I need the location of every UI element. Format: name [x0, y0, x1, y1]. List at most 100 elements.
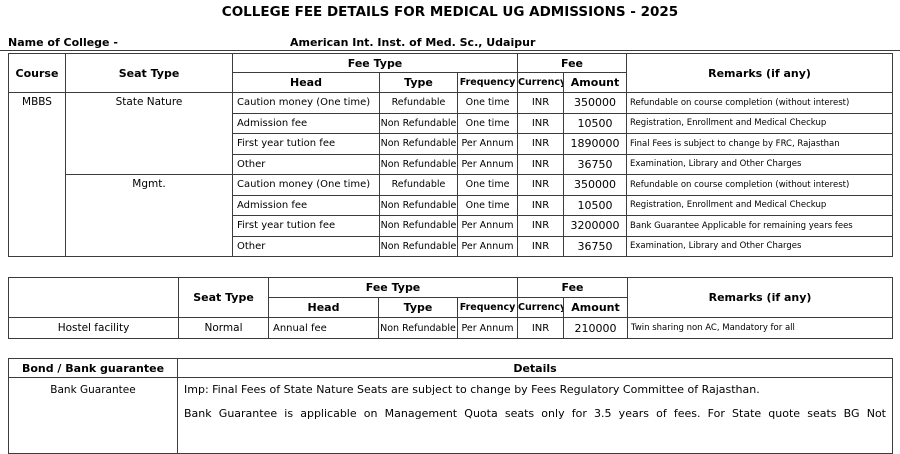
col-header-type: Type [378, 297, 458, 318]
col-header-currency: Currency [517, 297, 565, 318]
col-header-seat-type: Seat Type [178, 277, 269, 318]
fee-details-page: COLLEGE FEE DETAILS FOR MEDICAL UG ADMIS… [0, 4, 900, 454]
cell-remarks: Refundable on course completion (without… [626, 174, 894, 196]
col-header-amount: Amount [563, 297, 629, 318]
cell-amount: 36750 [563, 235, 628, 257]
table-row: First year tution fee Non Refundable Per… [9, 215, 894, 237]
col-header-fee-type: Fee Type [267, 277, 519, 298]
table-row: Bank Guarantee Imp: Final Fees of State … [8, 377, 893, 454]
college-row: Name of College - American Int. Inst. of… [0, 35, 900, 51]
course-cell: MBBS [8, 92, 66, 257]
table-row: MBBS State Nature Caution money (One tim… [8, 92, 894, 257]
col-header-seat-type: Seat Type [65, 53, 233, 93]
cell-type: Non Refundable [379, 215, 458, 237]
college-name-label: Name of College - [8, 36, 118, 49]
cell-head: First year tution fee [232, 215, 380, 237]
col-header-head: Head [268, 297, 379, 318]
cell-remarks: Examination, Library and Other Charges [626, 153, 894, 175]
cell-head: Caution money (One time) [232, 174, 380, 196]
table-row: Other Non Refundable Per Annum INR 36750… [9, 153, 894, 175]
cell-type: Refundable [379, 92, 458, 114]
cell-currency: INR [517, 92, 565, 114]
cell-bond-label: Bank Guarantee [8, 377, 178, 454]
seat-type-cell-mgmt: Mgmt. [65, 174, 233, 257]
cell-frequency: Per Annum [456, 153, 519, 175]
table-row: Admission fee Non Refundable One time IN… [9, 112, 894, 134]
cell-head: Other [232, 153, 380, 175]
col-header-type: Type [379, 72, 458, 93]
cell-type: Refundable [379, 174, 458, 196]
col-header-bond: Bond / Bank guarantee [8, 358, 178, 378]
table-row: Mgmt. Caution money (One time) Refundabl… [9, 174, 894, 257]
cell-frequency: Per Annum [456, 133, 519, 155]
cell-currency: INR [517, 317, 565, 339]
table-row: Other Non Refundable Per Annum INR 36750… [9, 235, 894, 257]
cell-amount: 10500 [563, 194, 628, 216]
bond-table: Bond / Bank guarantee Details Bank Guara… [8, 358, 893, 454]
cell-amount: 350000 [563, 174, 628, 196]
cell-remarks: Bank Guarantee Applicable for remaining … [626, 215, 894, 237]
cell-facility: Hostel facility [8, 317, 179, 339]
cell-type: Non Refundable [378, 317, 458, 339]
hostel-table: Seat Type Fee Type Fee Remarks (if any) … [8, 277, 894, 339]
col-header-details: Details [177, 358, 893, 378]
col-header-remarks: Remarks (if any) [626, 53, 894, 93]
col-header-amount: Amount [563, 72, 628, 93]
col-header-blank [8, 277, 179, 318]
fee-table-header-row-2: Head Type Frequency Currency Amount [9, 72, 893, 93]
cell-details: Imp: Final Fees of State Nature Seats ar… [177, 377, 893, 454]
cell-frequency: Per Annum [456, 215, 519, 237]
details-line-1: Imp: Final Fees of State Nature Seats ar… [184, 383, 760, 396]
cell-amount: 10500 [563, 112, 628, 134]
cell-amount: 3200000 [563, 215, 628, 237]
cell-remarks: Registration, Enrollment and Medical Che… [626, 194, 894, 216]
page-title: COLLEGE FEE DETAILS FOR MEDICAL UG ADMIS… [221, 4, 679, 20]
cell-frequency: One time [456, 112, 519, 134]
cell-frequency: Per Annum [456, 235, 519, 257]
cell-type: Non Refundable [379, 112, 458, 134]
cell-amount: 36750 [563, 153, 628, 175]
cell-remarks: Final Fees is subject to change by FRC, … [626, 133, 894, 155]
hostel-header-row-2: Head Type Frequency Currency Amount [9, 297, 893, 318]
cell-currency: INR [517, 194, 565, 216]
cell-currency: INR [517, 174, 565, 196]
cell-currency: INR [517, 235, 565, 257]
cell-amount: 350000 [563, 92, 628, 114]
cell-currency: INR [517, 112, 565, 134]
fee-table: Course Seat Type Fee Type Fee Remarks (i… [8, 53, 894, 257]
cell-head: Annual fee [268, 317, 379, 339]
cell-seat-type: Normal [178, 317, 269, 339]
cell-remarks: Refundable on course completion (without… [626, 92, 894, 114]
cell-head: Caution money (One time) [232, 92, 380, 114]
seat-type-cell-state-nature: State Nature [65, 92, 233, 175]
cell-amount: 210000 [563, 317, 629, 339]
table-row: Admission fee Non Refundable One time IN… [9, 194, 894, 216]
col-header-remarks: Remarks (if any) [627, 277, 894, 318]
cell-frequency: One time [456, 92, 519, 114]
col-header-frequency: Frequency [456, 297, 519, 318]
col-header-fee: Fee [517, 53, 628, 73]
col-header-currency: Currency [517, 72, 565, 93]
col-header-course: Course [8, 53, 66, 93]
cell-currency: INR [517, 215, 565, 237]
table-row: First year tution fee Non Refundable Per… [9, 133, 894, 155]
cell-head: Admission fee [232, 194, 380, 216]
cell-frequency: One time [456, 194, 519, 216]
cell-head: Other [232, 235, 380, 257]
cell-currency: INR [517, 133, 565, 155]
cell-remarks: Examination, Library and Other Charges [626, 235, 894, 257]
cell-currency: INR [517, 153, 565, 175]
cell-frequency: One time [456, 174, 519, 196]
cell-type: Non Refundable [379, 133, 458, 155]
col-header-frequency: Frequency [456, 72, 519, 93]
table-row: Hostel facility Normal Annual fee Non Re… [8, 317, 894, 339]
col-header-head: Head [232, 72, 380, 93]
cell-amount: 1890000 [563, 133, 628, 155]
cell-remarks: Registration, Enrollment and Medical Che… [626, 112, 894, 134]
cell-type: Non Refundable [379, 235, 458, 257]
col-header-fee: Fee [517, 277, 629, 298]
details-line-2: Bank Guarantee is applicable on Manageme… [184, 407, 886, 420]
cell-frequency: Per Annum [456, 317, 519, 339]
cell-type: Non Refundable [379, 194, 458, 216]
col-header-fee-type: Fee Type [231, 53, 519, 73]
